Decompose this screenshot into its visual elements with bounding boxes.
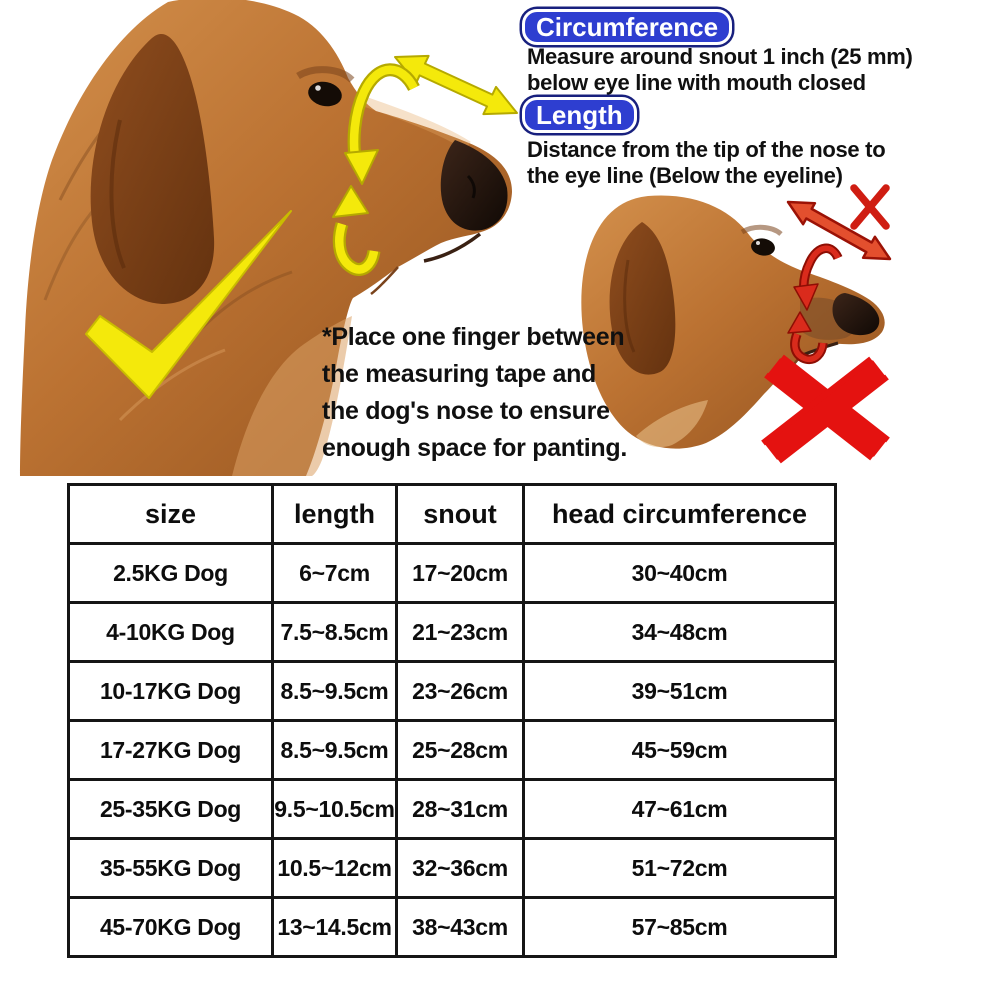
cell-head-circumference: 39~51cm (522, 660, 837, 722)
header-snout: snout (395, 483, 525, 545)
wrong-position-x-icon (850, 184, 890, 230)
circumference-instruction-line1: Measure around snout 1 inch (25 mm) (527, 44, 913, 69)
table-row: 35-55KG Dog 10.5~12cm 32~36cm 51~72cm (67, 837, 837, 899)
panting-note-line4: enough space for panting. (322, 434, 628, 462)
cell-head-circumference: 47~61cm (522, 778, 837, 840)
cell-length: 13~14.5cm (271, 896, 398, 958)
cell-size: 2.5KG Dog (67, 542, 274, 604)
cell-head-circumference: 34~48cm (522, 601, 837, 663)
cell-size: 10-17KG Dog (67, 660, 274, 722)
cell-size: 45-70KG Dog (67, 896, 274, 958)
cell-snout: 23~26cm (395, 660, 525, 722)
cell-size: 25-35KG Dog (67, 778, 274, 840)
panting-note-line1: *Place one finger between (322, 323, 625, 351)
cell-length: 8.5~9.5cm (271, 719, 398, 781)
cell-length: 6~7cm (271, 542, 398, 604)
cell-snout: 32~36cm (395, 837, 525, 899)
circumference-instruction-line2: below eye line with mouth closed (527, 70, 866, 95)
cell-length: 9.5~10.5cm (271, 778, 398, 840)
small-dog-photo (581, 195, 885, 449)
length-label: Length (522, 97, 637, 133)
length-instruction-line2-bold: (Below the eyeline) (649, 163, 843, 188)
length-instruction-line1: Distance from the tip of the nose to (527, 137, 886, 162)
cell-size: 4-10KG Dog (67, 601, 274, 663)
table-row: 10-17KG Dog 8.5~9.5cm 23~26cm 39~51cm (67, 660, 837, 722)
cell-snout: 38~43cm (395, 896, 525, 958)
header-head-circumference: head circumference (522, 483, 837, 545)
cell-snout: 25~28cm (395, 719, 525, 781)
cell-length: 8.5~9.5cm (271, 660, 398, 722)
cell-snout: 21~23cm (395, 601, 525, 663)
table-row: 17-27KG Dog 8.5~9.5cm 25~28cm 45~59cm (67, 719, 837, 781)
table-row: 45-70KG Dog 13~14.5cm 38~43cm 57~85cm (67, 896, 837, 958)
cell-head-circumference: 51~72cm (522, 837, 837, 899)
table-row: 4-10KG Dog 7.5~8.5cm 21~23cm 34~48cm (67, 601, 837, 663)
length-measure-arrow-icon (394, 54, 518, 116)
panting-note-line3: the dog's nose to ensure (322, 397, 610, 425)
small-dog-nose (832, 293, 880, 336)
cell-snout: 17~20cm (395, 542, 525, 604)
cell-head-circumference: 57~85cm (522, 896, 837, 958)
length-instruction-line2: the eye line (Below the eyeline) (527, 163, 843, 188)
cell-length: 10.5~12cm (271, 837, 398, 899)
wrong-circumference-arrow-icon (787, 243, 843, 365)
cell-head-circumference: 45~59cm (522, 719, 837, 781)
small-dog-eye (740, 224, 783, 256)
cell-size: 17-27KG Dog (67, 719, 274, 781)
cell-size: 35-55KG Dog (67, 837, 274, 899)
length-instruction-line2-normal: the eye line (527, 163, 650, 188)
cell-snout: 28~31cm (395, 778, 525, 840)
wrong-length-arrow-icon (786, 200, 892, 261)
circumference-measure-arrow-icon (332, 63, 420, 276)
panting-note-line2: the measuring tape and (322, 360, 597, 388)
table-row: 2.5KG Dog 6~7cm 17~20cm 30~40cm (67, 542, 837, 604)
table-row: 25-35KG Dog 9.5~10.5cm 28~31cm 47~61cm (67, 778, 837, 840)
cell-length: 7.5~8.5cm (271, 601, 398, 663)
header-length: length (271, 483, 398, 545)
table-header-row: size length snout head circumference (67, 483, 837, 545)
circumference-label: Circumference (522, 9, 733, 45)
header-size: size (67, 483, 274, 545)
cell-head-circumference: 30~40cm (522, 542, 837, 604)
correct-checkmark-icon (85, 210, 292, 399)
size-chart-table: size length snout head circumference 2.5… (67, 483, 837, 958)
big-dog-eye (296, 66, 355, 107)
wrong-method-x-icon (761, 354, 890, 464)
